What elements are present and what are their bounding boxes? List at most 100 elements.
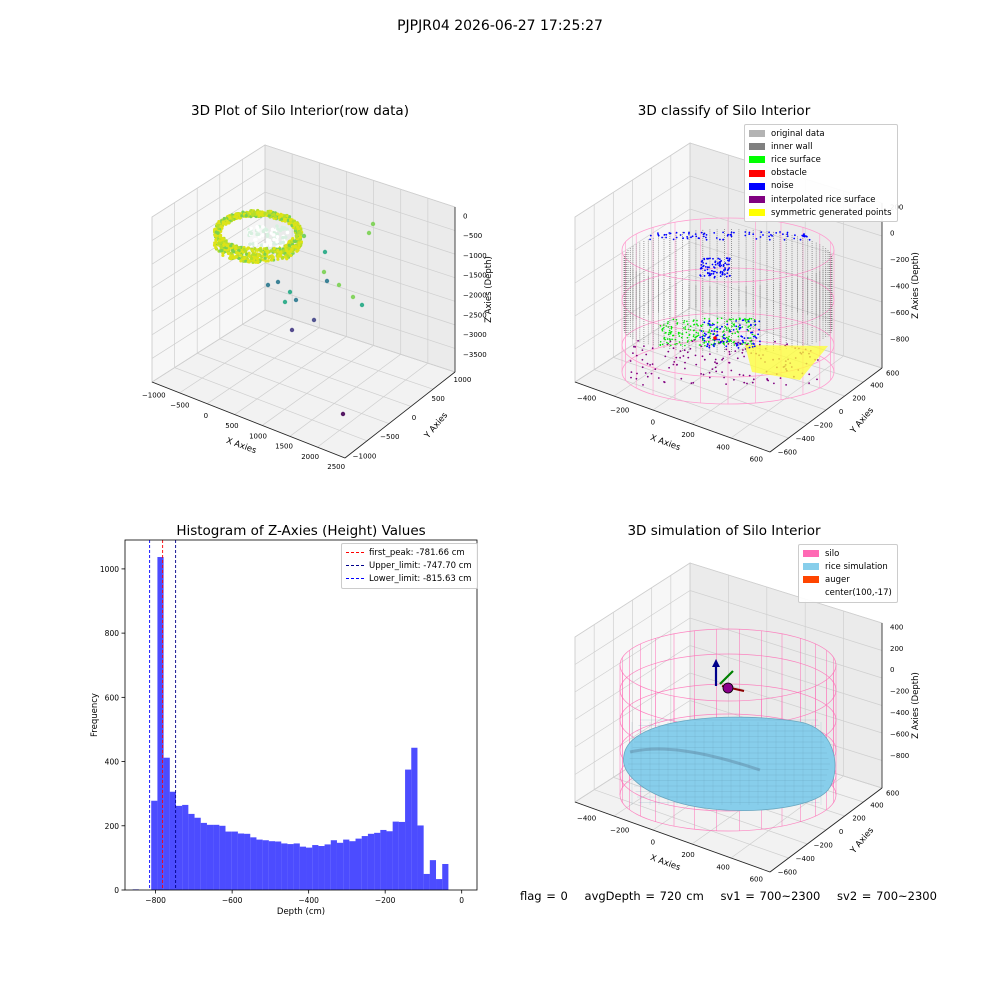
data-point (722, 231, 724, 234)
data-point (714, 366, 717, 369)
histogram-bar (275, 841, 282, 890)
legend-simulation: silo rice simulation auger center(100,-1… (798, 544, 898, 603)
grid-line (151, 309, 456, 383)
data-point (260, 243, 264, 247)
data-point (735, 344, 738, 347)
data-point (699, 336, 702, 339)
y-tick-label: 1000 (453, 376, 471, 384)
legend-item: interpolated rice surface (749, 193, 892, 206)
data-point (668, 366, 670, 369)
data-point (255, 248, 259, 252)
x-tick-label: −800 (145, 896, 166, 905)
data-point (668, 329, 671, 332)
data-point (676, 322, 679, 324)
data-point (733, 325, 736, 327)
legend-label: rice surface (771, 154, 821, 165)
data-point (729, 233, 732, 236)
data-point (803, 235, 806, 238)
z-axis-label: Z Axies (Depth) (484, 256, 494, 323)
data-point (687, 340, 689, 342)
data-point (244, 214, 248, 218)
x-tick-label: 600 (750, 876, 763, 884)
histogram-bar (330, 840, 337, 890)
data-point (665, 236, 667, 239)
data-point (722, 340, 725, 343)
data-point (724, 262, 727, 265)
data-point (284, 244, 288, 248)
data-point (728, 340, 730, 343)
histogram-bar (336, 842, 344, 890)
raw-ring-cluster (212, 208, 304, 264)
surface-groove (629, 747, 761, 772)
data-point (271, 233, 276, 237)
data-point (226, 251, 231, 256)
x-tick-label: 0 (651, 838, 655, 846)
legend-label: auger (825, 574, 850, 585)
legend-swatch (749, 169, 765, 177)
data-point (705, 341, 707, 343)
histogram-bar (398, 821, 406, 890)
histogram-bar (312, 845, 319, 890)
data-point (651, 347, 654, 350)
legend-label: silo (825, 548, 840, 559)
data-point (694, 338, 696, 341)
data-point (635, 354, 638, 357)
x-axis-line (151, 381, 346, 459)
data-point (667, 350, 670, 353)
data-point (723, 330, 725, 332)
histogram-bar (182, 804, 189, 890)
data-point (701, 355, 704, 358)
data-point (751, 331, 754, 334)
data-point (725, 383, 727, 385)
data-point (747, 342, 749, 345)
data-point (783, 238, 786, 241)
data-point (665, 233, 668, 236)
histogram-bar (213, 824, 220, 890)
data-point (718, 261, 721, 264)
data-point (708, 266, 710, 269)
data-point (680, 336, 683, 339)
data-point (265, 238, 270, 242)
data-point (258, 247, 262, 251)
data-point (250, 248, 254, 253)
histogram-bar (306, 847, 313, 890)
data-point (750, 337, 752, 339)
data-point (683, 320, 686, 322)
data-point (751, 346, 754, 348)
histogram-bar (380, 829, 387, 890)
data-point (749, 327, 752, 330)
data-point (272, 237, 276, 242)
grid-line (574, 672, 883, 748)
data-point (741, 339, 744, 342)
data-point (679, 234, 682, 236)
data-point (799, 238, 802, 241)
z-tick-label: −2500 (463, 311, 487, 319)
data-point (706, 272, 709, 275)
data-point (282, 249, 286, 253)
data-point (713, 276, 716, 279)
data-point (664, 338, 666, 341)
data-point (285, 230, 290, 235)
data-point (714, 263, 717, 266)
data-point (683, 321, 685, 324)
data-point (218, 235, 222, 239)
data-point (261, 225, 265, 229)
data-point (745, 321, 748, 324)
y-tick-label: 0 (114, 886, 119, 895)
legend-item: obstacle (749, 167, 892, 180)
data-point (654, 368, 657, 371)
data-point (733, 323, 735, 325)
data-point (281, 255, 285, 259)
y-tick-label: −200 (814, 422, 833, 430)
data-point (289, 253, 293, 258)
data-point (703, 275, 706, 277)
x-tick-label: −600 (222, 896, 243, 905)
data-point (700, 373, 702, 375)
z-tick-label: −3000 (463, 331, 487, 339)
histogram-bar (367, 833, 375, 890)
data-point (659, 341, 662, 343)
data-point (275, 279, 281, 285)
data-point (711, 368, 714, 370)
data-point (757, 333, 759, 336)
